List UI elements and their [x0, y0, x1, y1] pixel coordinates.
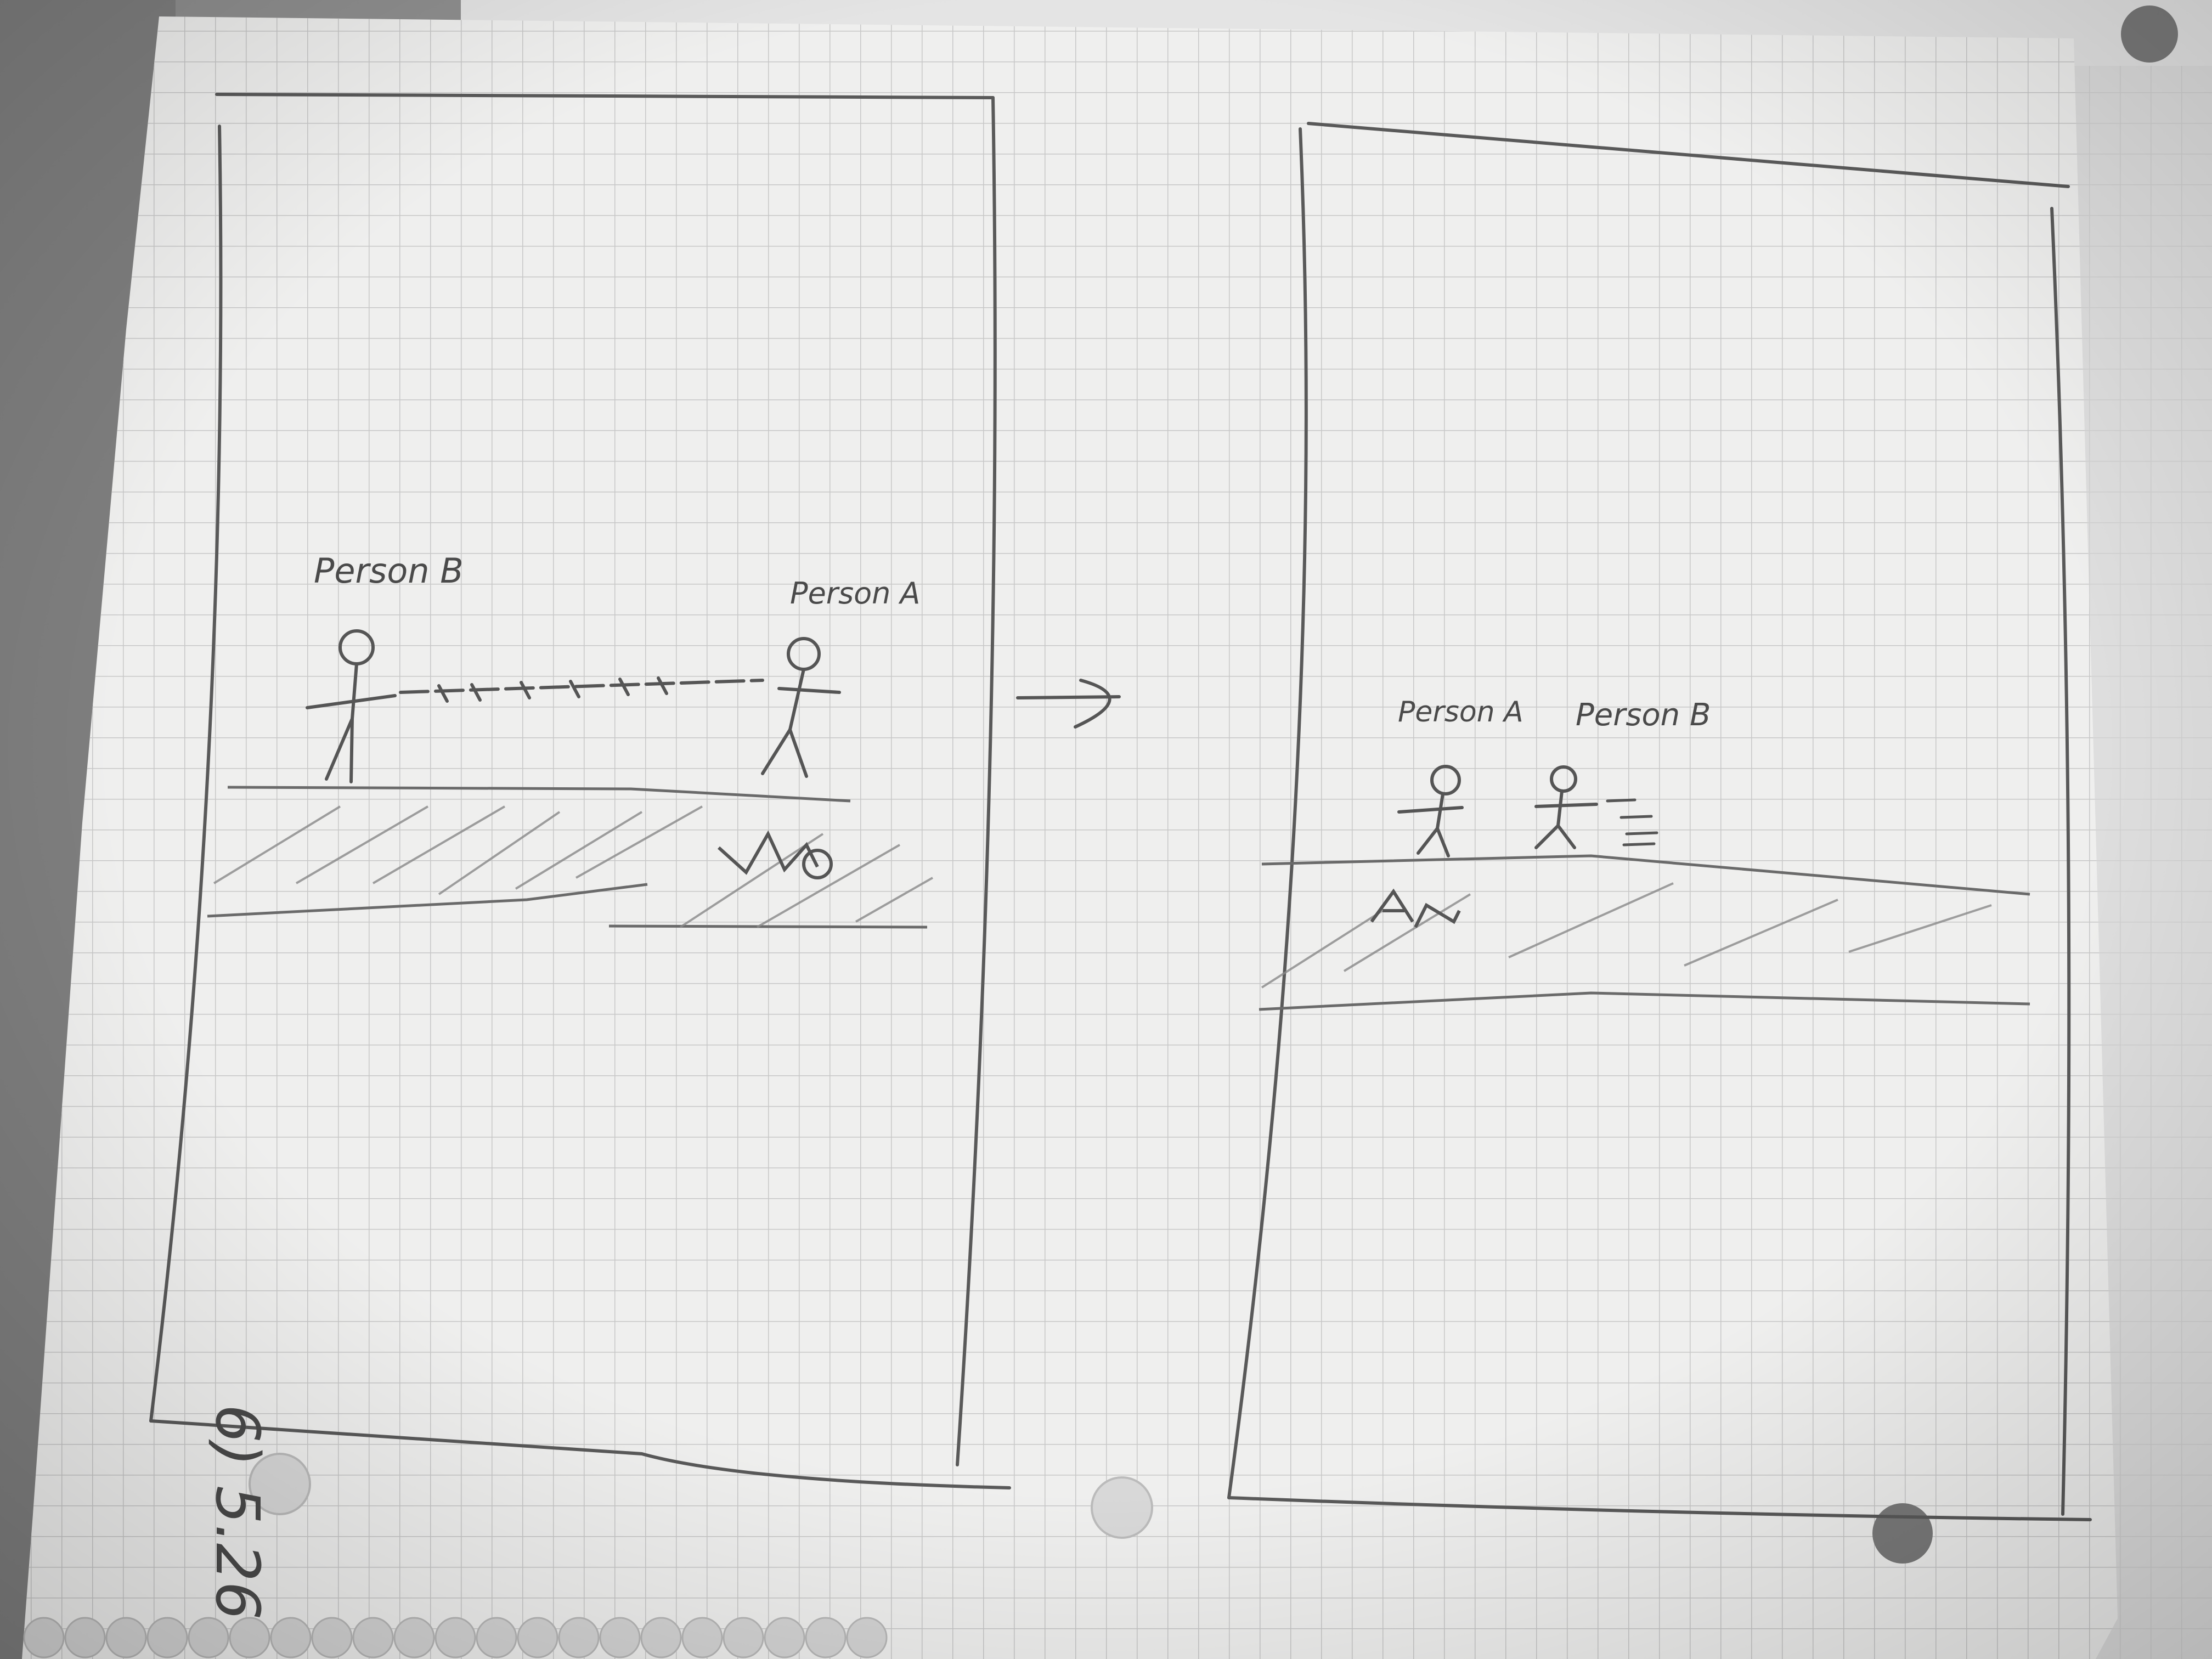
photo-vignette [0, 0, 2212, 1659]
notebook-sketch-photo: Person B Person A [0, 0, 2212, 1659]
